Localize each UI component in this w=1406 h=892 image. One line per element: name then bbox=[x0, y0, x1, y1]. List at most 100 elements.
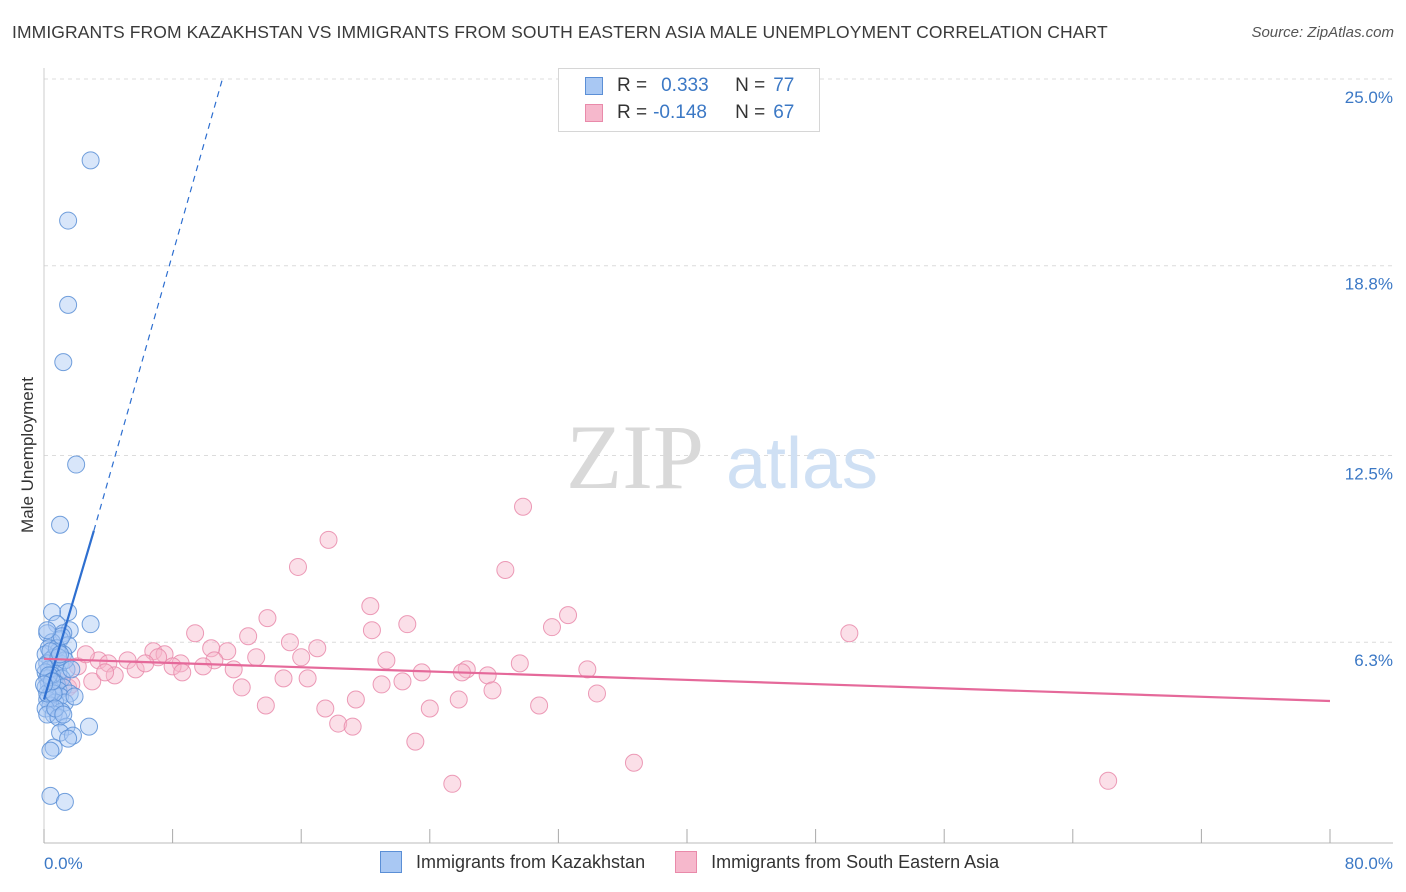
data-point bbox=[35, 657, 53, 676]
legend-r-value: -0.148 bbox=[653, 102, 707, 123]
legend-r-value: 0.333 bbox=[661, 75, 709, 96]
legend-n-value: 77 bbox=[773, 75, 795, 96]
data-point bbox=[308, 639, 327, 658]
data-point bbox=[44, 738, 63, 757]
data-point bbox=[398, 615, 417, 634]
data-point bbox=[288, 557, 307, 576]
data-point bbox=[194, 657, 213, 676]
pink-swatch bbox=[585, 104, 603, 122]
data-point bbox=[478, 666, 497, 685]
data-point bbox=[316, 699, 335, 718]
trend-lines bbox=[42, 78, 1331, 703]
data-point bbox=[292, 648, 311, 667]
series-legend-label: Immigrants from South Eastern Asia bbox=[711, 851, 1000, 872]
watermark-zip: ZIP bbox=[566, 406, 704, 508]
data-point bbox=[449, 690, 468, 709]
series-legend-label: Immigrants from Kazakhstan bbox=[416, 851, 646, 872]
data-point bbox=[1099, 771, 1118, 790]
data-point bbox=[578, 660, 597, 679]
data-point bbox=[377, 651, 396, 670]
kazakhstan-trend-line bbox=[42, 530, 95, 700]
series-legend: Immigrants from Kazakhstan Immigrants fr… bbox=[380, 851, 1029, 873]
data-point bbox=[59, 295, 78, 314]
correlation-legend: R = 0.333 N = 77 R = -0.148 N = 67 bbox=[558, 68, 820, 132]
data-point bbox=[96, 663, 115, 682]
series-legend-sea[interactable]: Immigrants from South Eastern Asia bbox=[675, 851, 999, 873]
blue-swatch bbox=[585, 77, 603, 95]
data-point bbox=[81, 615, 100, 634]
sea-trend-line bbox=[43, 657, 1331, 703]
data-point bbox=[393, 672, 412, 691]
data-point bbox=[232, 678, 251, 697]
data-point bbox=[510, 654, 529, 673]
data-point bbox=[443, 774, 462, 793]
y-tick-label: 18.8% bbox=[1345, 275, 1393, 294]
y-tick-label: 12.5% bbox=[1345, 465, 1393, 484]
data-point bbox=[224, 660, 243, 679]
data-point bbox=[202, 639, 221, 658]
data-point bbox=[256, 696, 275, 715]
data-point bbox=[65, 687, 84, 706]
y-tick-label: 25.0% bbox=[1345, 88, 1393, 107]
data-point bbox=[63, 726, 82, 745]
data-point bbox=[274, 669, 293, 688]
kazakhstan-trend-extension bbox=[93, 78, 224, 531]
axes bbox=[43, 68, 1393, 844]
x-tick-label: 80.0% bbox=[1345, 854, 1393, 873]
x-tick-labels: 0.0% 80.0% bbox=[44, 854, 1393, 873]
legend-n-value: 67 bbox=[773, 102, 795, 123]
data-point bbox=[319, 530, 338, 549]
data-point bbox=[38, 621, 57, 640]
watermark-atlas: atlas bbox=[726, 424, 878, 504]
data-point bbox=[329, 714, 348, 733]
blue-swatch bbox=[380, 851, 402, 873]
data-point bbox=[51, 515, 70, 534]
data-point bbox=[514, 497, 533, 516]
data-point bbox=[239, 627, 258, 646]
data-point bbox=[76, 645, 95, 664]
data-point bbox=[59, 211, 78, 230]
data-point bbox=[258, 609, 277, 628]
legend-n-label: N = bbox=[735, 102, 766, 123]
data-point bbox=[247, 648, 266, 667]
chart-title: IMMIGRANTS FROM KAZAKHSTAN VS IMMIGRANTS… bbox=[12, 22, 1108, 42]
legend-row-sea: R = -0.148 N = 67 bbox=[585, 102, 794, 124]
data-point bbox=[44, 705, 63, 724]
data-point bbox=[81, 151, 100, 170]
data-point bbox=[173, 663, 192, 682]
data-point bbox=[587, 684, 606, 703]
legend-n-label: N = bbox=[735, 75, 766, 96]
data-point bbox=[483, 681, 502, 700]
data-point bbox=[54, 353, 73, 372]
x-tick-label: 0.0% bbox=[44, 854, 83, 873]
data-point bbox=[186, 624, 205, 643]
data-point bbox=[55, 792, 74, 811]
data-point bbox=[406, 732, 425, 751]
data-point bbox=[542, 618, 561, 637]
pink-swatch bbox=[675, 851, 698, 873]
data-point bbox=[67, 455, 86, 474]
data-point bbox=[624, 753, 643, 772]
data-point bbox=[80, 717, 99, 736]
data-point bbox=[105, 666, 124, 685]
gridlines bbox=[44, 78, 1393, 643]
data-point bbox=[280, 633, 299, 652]
y-axis-label: Male Unemployment bbox=[18, 377, 37, 533]
data-point bbox=[83, 672, 102, 691]
data-point bbox=[372, 675, 391, 694]
data-point bbox=[420, 699, 439, 718]
y-tick-label: 6.3% bbox=[1354, 651, 1393, 670]
data-point bbox=[362, 621, 381, 640]
data-point bbox=[59, 729, 78, 748]
data-point bbox=[559, 606, 578, 625]
legend-r-label: R = bbox=[617, 75, 648, 96]
pink-series-points bbox=[49, 497, 1118, 793]
data-point bbox=[496, 560, 515, 579]
data-point bbox=[43, 603, 62, 622]
y-tick-labels: 6.3% 12.5% 18.8% 25.0% bbox=[1345, 88, 1393, 670]
data-point bbox=[840, 624, 859, 643]
data-point bbox=[361, 597, 380, 616]
series-legend-kazakhstan[interactable]: Immigrants from Kazakhstan bbox=[380, 851, 645, 873]
data-point bbox=[530, 696, 549, 715]
